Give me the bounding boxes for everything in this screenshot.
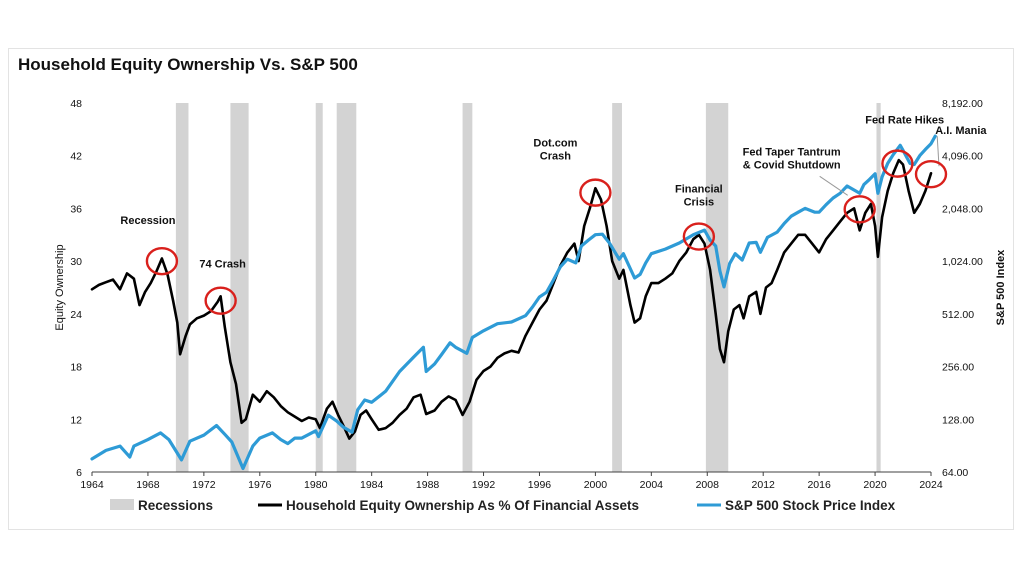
y2-tick-label: 128.00 bbox=[942, 414, 974, 426]
highlight-circle bbox=[145, 246, 179, 276]
x-tick-label: 2004 bbox=[640, 479, 664, 491]
recession-band bbox=[462, 103, 473, 472]
recession-band bbox=[705, 103, 729, 472]
x-tick-label: 2012 bbox=[752, 479, 776, 491]
highlight-circle bbox=[881, 149, 914, 178]
recession-band bbox=[336, 103, 357, 472]
x-tick-label: 2020 bbox=[863, 479, 887, 491]
x-tick-label: 2024 bbox=[919, 479, 943, 491]
highlight-circle bbox=[843, 195, 876, 224]
y-tick-label: 24 bbox=[70, 309, 82, 321]
annotation-label: A.I. Mania bbox=[935, 125, 987, 137]
y2-tick-label: 64.00 bbox=[942, 467, 968, 479]
highlight-circle bbox=[204, 286, 237, 315]
x-tick-label: 1988 bbox=[416, 479, 440, 491]
x-tick-label: 1972 bbox=[192, 479, 216, 491]
y-tick-label: 30 bbox=[70, 256, 82, 268]
x-tick-label: 1992 bbox=[472, 479, 496, 491]
recession-band bbox=[175, 103, 189, 472]
annotation-label: Dot.com bbox=[533, 138, 577, 150]
y-tick-label: 42 bbox=[70, 151, 82, 163]
legend-label: Household Equity Ownership As % Of Finan… bbox=[286, 498, 639, 513]
y2-tick-label: 512.00 bbox=[942, 309, 974, 321]
legend-label: Recessions bbox=[138, 498, 213, 513]
legend: Recessions Household Equity Ownership As … bbox=[110, 498, 896, 513]
recession-band bbox=[612, 103, 622, 472]
annotation-label: Fed Rate Hikes bbox=[865, 115, 944, 127]
highlight-circle bbox=[579, 178, 612, 207]
y2-tick-label: 8,192.00 bbox=[942, 98, 983, 110]
series-lines bbox=[90, 134, 937, 471]
x-tick-label: 2000 bbox=[584, 479, 608, 491]
annotation-arrow bbox=[819, 175, 848, 196]
sp500-line bbox=[90, 134, 937, 471]
y-axis-title: Equity Ownership bbox=[54, 244, 66, 330]
chart-title: Household Equity Ownership Vs. S&P 500 bbox=[18, 55, 358, 74]
x-tick-label: 1984 bbox=[360, 479, 384, 491]
y2-tick-label: 256.00 bbox=[942, 362, 974, 374]
y-tick-label: 12 bbox=[70, 414, 82, 426]
y2-tick-label: 2,048.00 bbox=[942, 203, 983, 215]
y-tick-label: 18 bbox=[70, 362, 82, 374]
highlight-circle bbox=[914, 159, 948, 189]
annotation-arrow bbox=[936, 136, 940, 167]
x-tick-label: 1964 bbox=[80, 479, 104, 491]
recession-band bbox=[315, 103, 323, 472]
legend-label: S&P 500 Stock Price Index bbox=[725, 498, 896, 513]
equity-ownership-line bbox=[90, 158, 933, 440]
axes: 1964 1968 1972 1976 1980 1984 1988 1992 1996 2000… bbox=[54, 98, 1007, 491]
annotation-label: Fed Taper Tantrum bbox=[743, 146, 841, 158]
recession-band bbox=[876, 103, 881, 472]
highlight-circle bbox=[682, 222, 716, 251]
y2-tick-label: 4,096.00 bbox=[942, 151, 983, 163]
y-tick-label: 36 bbox=[70, 203, 82, 215]
annotation-label: Financial bbox=[675, 184, 723, 196]
y2-axis-title: S&P 500 Index bbox=[995, 249, 1007, 325]
annotation-label: Crisis bbox=[684, 197, 715, 209]
y-tick-label: 48 bbox=[70, 98, 82, 110]
x-tick-label: 1976 bbox=[248, 479, 272, 491]
x-tick-label: 2016 bbox=[807, 479, 831, 491]
recession-bands bbox=[175, 103, 881, 472]
x-tick-label: 1980 bbox=[304, 479, 328, 491]
y-tick-label: 6 bbox=[76, 467, 82, 479]
annotation-label: & Covid Shutdown bbox=[743, 159, 841, 171]
x-tick-label: 2008 bbox=[696, 479, 720, 491]
x-tick-label: 1968 bbox=[136, 479, 160, 491]
annotation-label: Recession bbox=[120, 215, 175, 227]
x-tick-label: 1996 bbox=[528, 479, 552, 491]
annotation-label: Crash bbox=[540, 151, 571, 163]
annotation-label: 74 Crash bbox=[199, 259, 246, 271]
legend-swatch-recessions bbox=[110, 499, 134, 510]
y2-tick-label: 1,024.00 bbox=[942, 256, 983, 268]
